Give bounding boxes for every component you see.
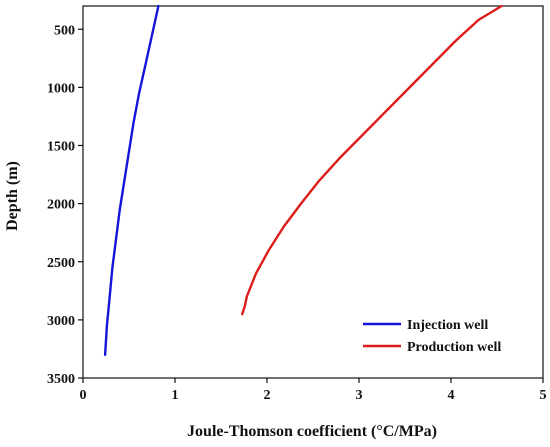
x-tick-label: 4: [448, 388, 455, 403]
y-tick-label: 2500: [47, 256, 75, 271]
y-tick-label: 3000: [47, 314, 75, 329]
legend-label: Production well: [407, 340, 501, 355]
x-axis-title: Joule-Thomson coefficient (°C/MPa): [187, 423, 437, 440]
plot-area: [82, 5, 544, 379]
y-tick-label: 500: [54, 23, 75, 38]
series-line-injection-well: [103, 4, 160, 356]
legend-label: Injection well: [407, 318, 488, 333]
y-axis-title: Depth (m): [4, 161, 21, 231]
y-tick-label: 1500: [47, 140, 75, 155]
y-tick-label: 1000: [47, 81, 75, 96]
plot-frame: [82, 5, 544, 379]
x-axis-ticks: 0 1 2 3 4 5: [80, 378, 547, 403]
y-axis-ticks: 500 1000 1500 2000 2500 3000 3500: [47, 23, 83, 387]
x-tick-label: 3: [356, 388, 363, 403]
x-tick-label: 5: [540, 388, 547, 403]
y-tick-label: 2000: [47, 198, 75, 213]
series-layer: [103, 4, 503, 356]
x-tick-label: 0: [80, 388, 87, 403]
y-tick-label: 3500: [47, 372, 75, 387]
x-tick-label: 1: [172, 388, 179, 403]
legend: Injection well Production well: [363, 318, 501, 355]
x-tick-label: 2: [264, 388, 271, 403]
series-line-production-well: [240, 4, 503, 316]
